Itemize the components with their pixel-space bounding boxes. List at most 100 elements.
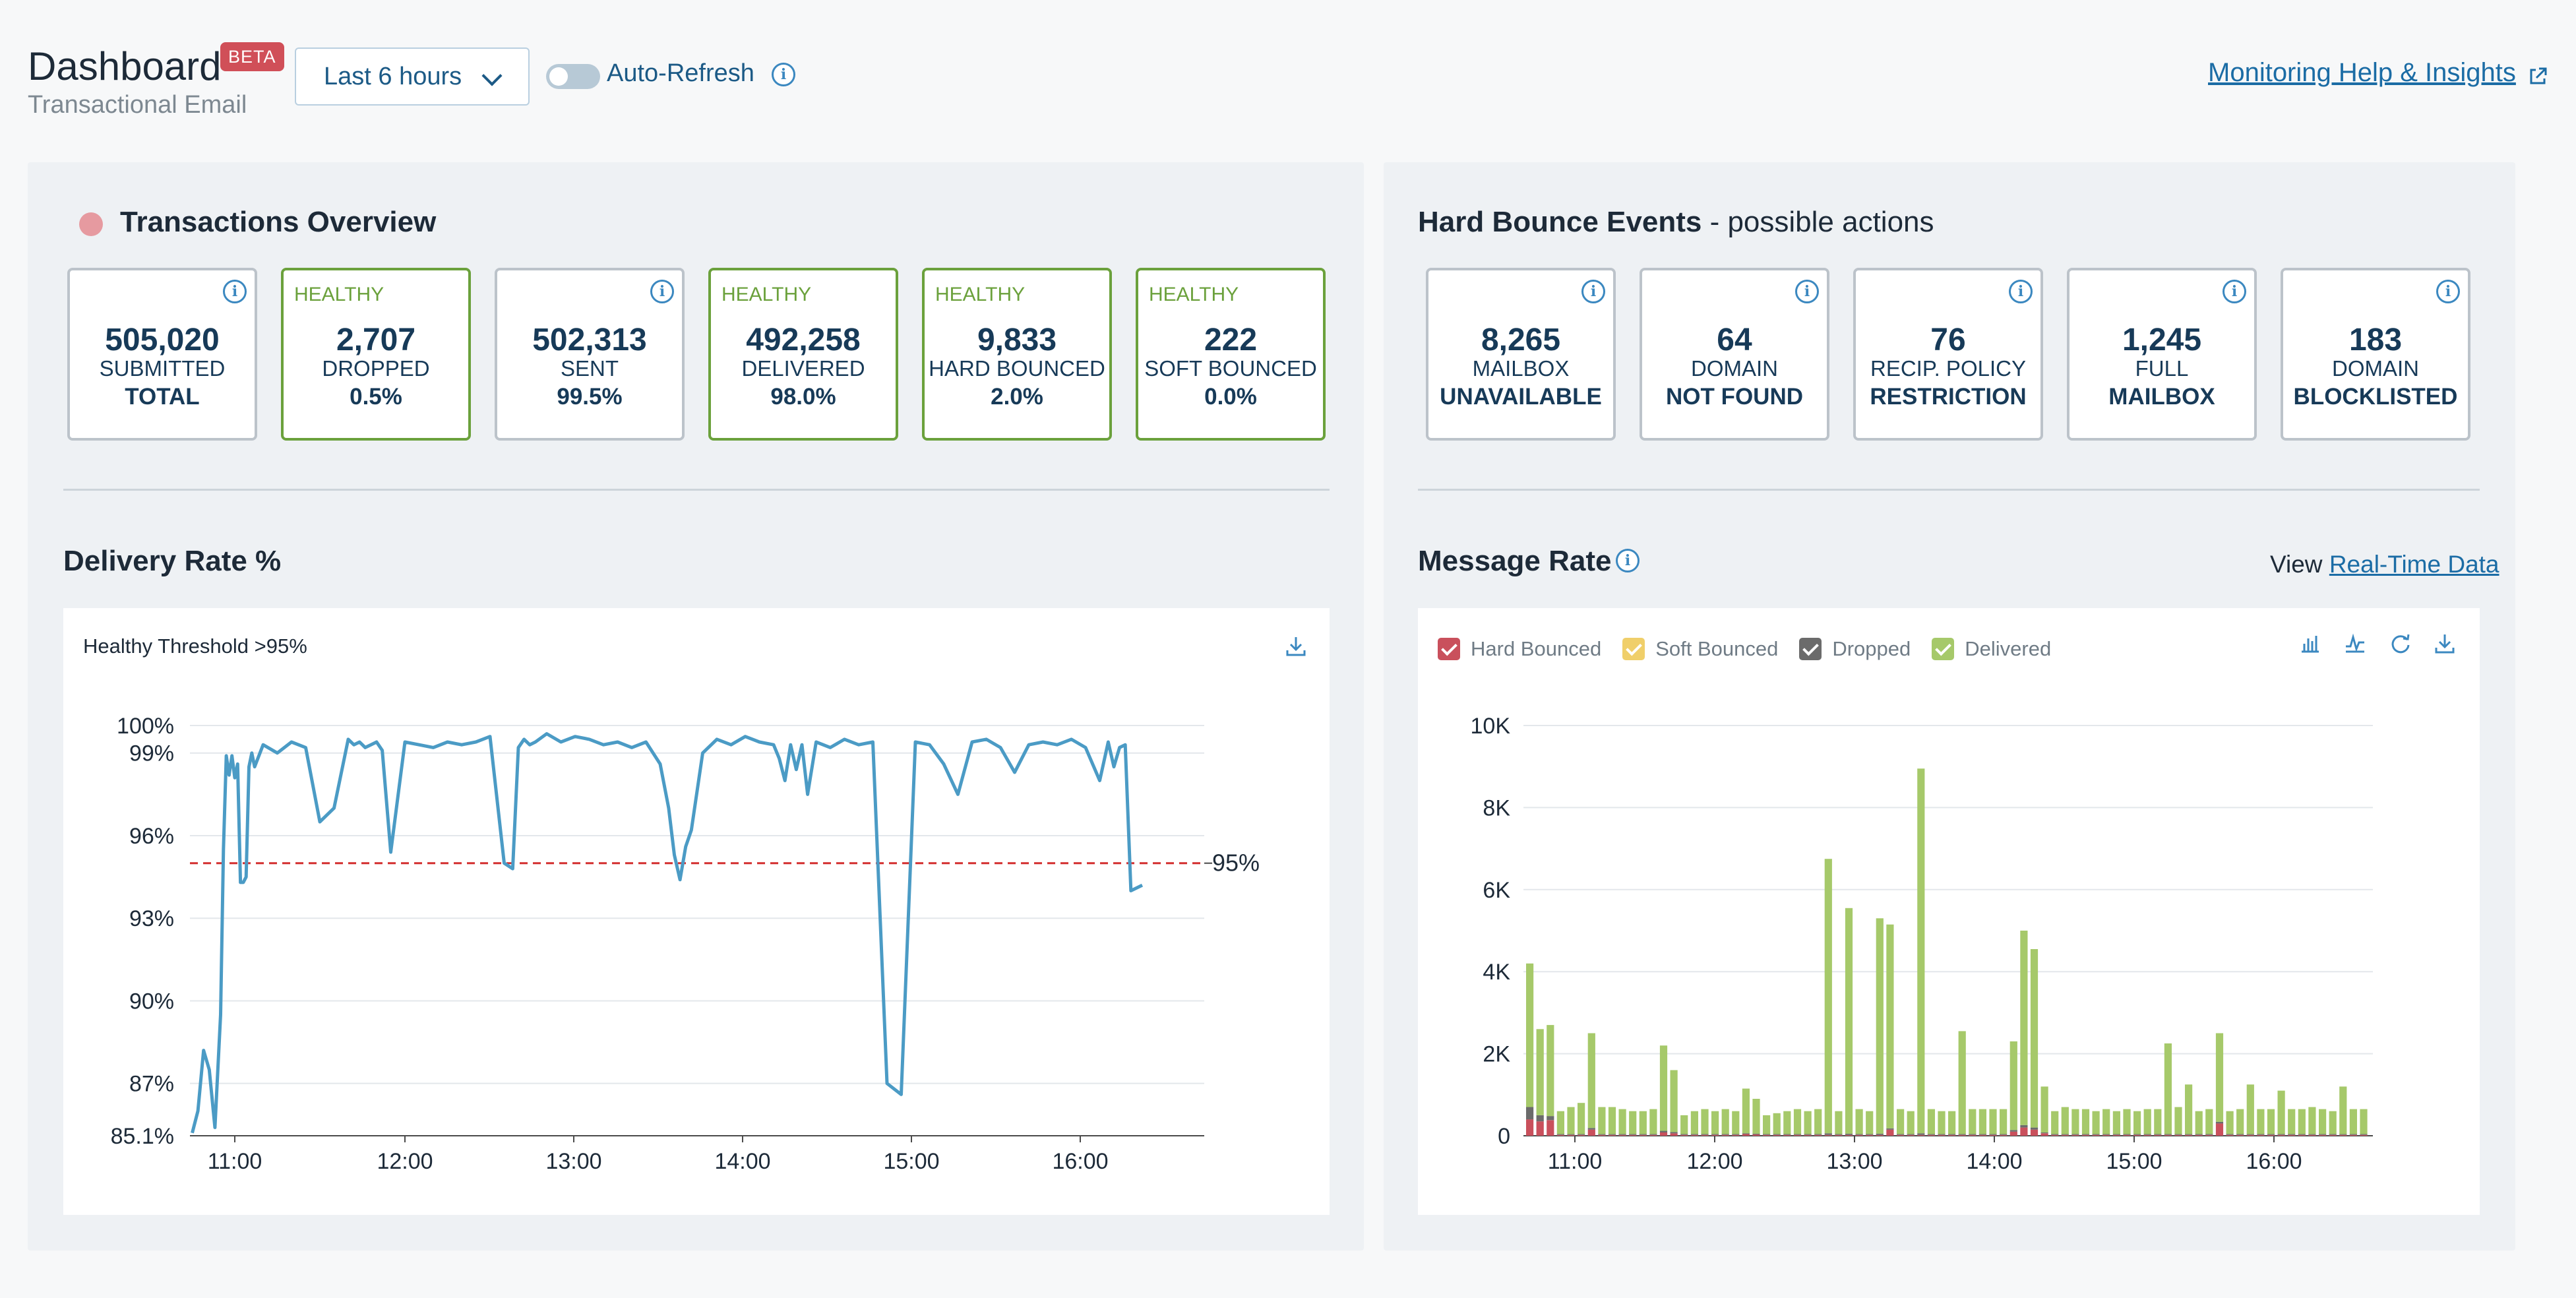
bar-dropped xyxy=(1659,1130,1668,1132)
metric-tile[interactable]: HEALTHY 2,707 DROPPED 0.5% xyxy=(281,268,471,441)
metric-tile[interactable]: i 505,020 SUBMITTED TOTAL xyxy=(67,268,257,441)
delivery-rate-chart xyxy=(63,608,1330,1215)
threshold-value-label: 95% xyxy=(1212,850,1260,877)
bar-hard-bounced xyxy=(1917,1134,1925,1136)
info-icon[interactable]: i xyxy=(2223,280,2246,303)
x-tick-label: 14:00 xyxy=(714,1149,770,1174)
bar-hard-bounced xyxy=(1578,1134,1585,1136)
download-icon[interactable] xyxy=(2434,632,2456,656)
tile-sublabel: 99.5% xyxy=(557,384,623,410)
legend-item[interactable]: Delivered xyxy=(1932,637,2051,661)
bar-dropped xyxy=(1938,1134,1946,1135)
bar-delivered xyxy=(1598,1107,1606,1134)
metric-tile[interactable]: i 76 RECIP. POLICY RESTRICTION xyxy=(1853,268,2043,441)
y-tick-label: 10K xyxy=(1471,714,1511,739)
x-tick-label: 14:00 xyxy=(1966,1149,2022,1174)
line-chart-icon[interactable] xyxy=(2344,632,2366,656)
healthy-badge: HEALTHY xyxy=(294,284,384,305)
info-icon[interactable]: i xyxy=(1581,280,1605,303)
metric-tile[interactable]: i 1,245 FULL MAILBOX xyxy=(2067,268,2257,441)
time-range-dropdown[interactable]: Last 6 hours xyxy=(295,47,530,106)
hard-bounce-title-suffix: - possible actions xyxy=(1702,206,1934,238)
bar-hard-bounced xyxy=(1701,1134,1709,1136)
legend-item[interactable]: Dropped xyxy=(1799,637,1911,661)
bar-hard-bounced xyxy=(1587,1129,1595,1136)
bar-hard-bounced xyxy=(2360,1134,2368,1136)
legend-item[interactable]: Soft Bounced xyxy=(1622,637,1778,661)
bar-dropped xyxy=(2329,1134,2337,1135)
info-icon[interactable]: i xyxy=(2436,280,2460,303)
bar-delivered xyxy=(1670,1070,1678,1132)
auto-refresh-toggle[interactable] xyxy=(546,64,600,89)
legend-label: Hard Bounced xyxy=(1471,637,1602,660)
download-icon[interactable] xyxy=(1285,634,1307,658)
bar-hard-bounced xyxy=(1876,1134,1884,1136)
bar-delivered xyxy=(1680,1115,1688,1134)
tile-label: DROPPED xyxy=(322,356,430,381)
info-icon[interactable]: i xyxy=(223,280,247,303)
bar-dropped xyxy=(1721,1134,1729,1135)
bar-dropped xyxy=(1835,1134,1843,1135)
hard-bounce-title-main: Hard Bounce Events xyxy=(1418,206,1702,238)
bar-delivered xyxy=(2081,1109,2090,1134)
bar-dropped xyxy=(2081,1134,2090,1135)
bar-delivered xyxy=(2051,1111,2059,1134)
metric-tile[interactable]: HEALTHY 492,258 DELIVERED 98.0% xyxy=(708,268,898,441)
monitoring-help-link[interactable]: Monitoring Help & Insights xyxy=(2208,58,2516,87)
tile-label: HARD BOUNCED xyxy=(929,356,1105,381)
tile-value: 8,265 xyxy=(1481,323,1561,357)
bar-dropped xyxy=(2288,1134,2296,1135)
bar-hard-bounced xyxy=(1958,1134,1966,1136)
bar-delivered xyxy=(2000,1109,2008,1134)
tile-label: SENT xyxy=(560,356,619,381)
tile-label: MAILBOX xyxy=(1472,356,1570,381)
bar-hard-bounced xyxy=(1732,1134,1740,1136)
metric-tile[interactable]: i 64 DOMAIN NOT FOUND xyxy=(1640,268,1829,441)
legend-item[interactable]: Hard Bounced xyxy=(1438,637,1601,661)
tile-label: SUBMITTED xyxy=(99,356,226,381)
metric-tile[interactable]: HEALTHY 9,833 HARD BOUNCED 2.0% xyxy=(922,268,1112,441)
bar-delivered xyxy=(1835,1111,1843,1134)
info-icon[interactable]: i xyxy=(772,63,795,86)
bar-chart-icon[interactable] xyxy=(2299,632,2321,656)
bar-hard-bounced xyxy=(1752,1134,1760,1136)
bar-dropped xyxy=(2102,1134,2110,1135)
bar-hard-bounced xyxy=(1659,1132,1668,1136)
bar-delivered xyxy=(2308,1107,2316,1134)
bar-delivered xyxy=(2185,1084,2193,1134)
info-icon[interactable]: i xyxy=(650,280,674,303)
tile-sublabel: UNAVAILABLE xyxy=(1440,384,1602,410)
bar-dropped xyxy=(2040,1132,2048,1134)
info-icon[interactable]: i xyxy=(1795,280,1819,303)
bar-delivered xyxy=(1649,1109,1657,1134)
real-time-data-link[interactable]: Real-Time Data xyxy=(2329,551,2499,578)
bar-hard-bounced xyxy=(1773,1134,1781,1136)
bar-dropped xyxy=(1927,1134,1935,1135)
healthy-badge: HEALTHY xyxy=(1149,284,1239,305)
bar-delivered xyxy=(1907,1111,1915,1134)
bar-hard-bounced xyxy=(2339,1134,2347,1136)
info-icon[interactable]: i xyxy=(2009,280,2033,303)
bar-dropped xyxy=(1701,1134,1709,1135)
bar-hard-bounced xyxy=(1690,1134,1698,1136)
bar-dropped xyxy=(2360,1134,2368,1135)
bar-delivered xyxy=(1886,924,1894,1128)
bar-hard-bounced xyxy=(2081,1134,2090,1136)
refresh-icon[interactable] xyxy=(2389,632,2412,656)
metric-tile[interactable]: i 183 DOMAIN BLOCKLISTED xyxy=(2281,268,2470,441)
bar-delivered xyxy=(1938,1111,1946,1134)
tile-value: 183 xyxy=(2348,323,2403,357)
bar-delivered xyxy=(2174,1107,2182,1134)
bar-delivered xyxy=(1763,1115,1771,1134)
bar-hard-bounced xyxy=(2112,1134,2120,1136)
metric-tile[interactable]: HEALTHY 222 SOFT BOUNCED 0.0% xyxy=(1136,268,1326,441)
bar-delivered xyxy=(1958,1031,1966,1134)
bar-delivered xyxy=(2319,1109,2327,1134)
bar-dropped xyxy=(1578,1134,1585,1135)
legend-label: Dropped xyxy=(1832,637,1911,660)
tile-sublabel: 0.0% xyxy=(1204,384,1257,410)
metric-tile[interactable]: i 8,265 MAILBOX UNAVAILABLE xyxy=(1426,268,1616,441)
metric-tile[interactable]: i 502,313 SENT 99.5% xyxy=(495,268,685,441)
y-tick-label: 96% xyxy=(129,824,174,849)
info-icon[interactable]: i xyxy=(1616,549,1640,572)
